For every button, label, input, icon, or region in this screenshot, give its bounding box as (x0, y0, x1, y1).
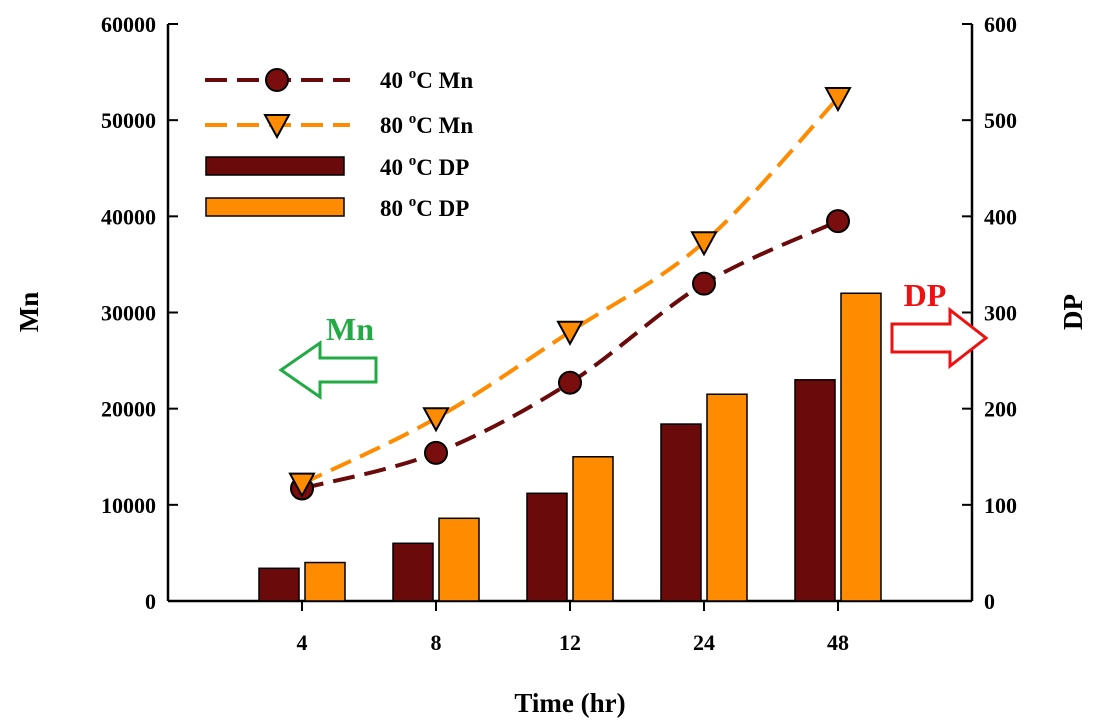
y-axis-right-title: DP (1058, 294, 1088, 330)
y-right-tick-label: 600 (984, 12, 1017, 37)
bar-40c-dp-4 (258, 567, 300, 602)
point-40c-mn-8 (424, 440, 448, 465)
point-40c-mn-24 (692, 271, 716, 296)
y-left-tick-label: 20000 (101, 397, 156, 422)
y-right-tick-label: 300 (984, 301, 1017, 326)
bar-80c-dp-48 (840, 292, 882, 602)
mn-annotation: Mn (278, 311, 378, 400)
svg-text:40 oC DP: 40 oC DP (380, 153, 469, 180)
y-right-tick-label: 400 (984, 204, 1017, 229)
svg-text:80 oC DP: 80 oC DP (380, 194, 469, 221)
bar-80c-dp-8 (438, 517, 480, 602)
triangle-down-marker-icon (263, 114, 291, 140)
legend-swatch-40-dp (205, 156, 345, 176)
dp-arrow-label: DP (904, 277, 947, 313)
bar-40c-dp-48 (794, 379, 836, 602)
y-axis-left-title: Mn (14, 292, 44, 333)
point-80c-mn-12 (556, 320, 584, 346)
bar-80c-dp-4 (304, 561, 346, 602)
x-tick-label: 8 (431, 630, 442, 655)
legend-item-40-mn: 40 oC Mn (205, 66, 473, 93)
y-left-tick-label: 40000 (101, 204, 156, 229)
legend-item-80-dp: 80 oC DP (205, 194, 469, 221)
line-40c-mn (301, 219, 839, 491)
y-right-tick-label: 200 (984, 397, 1017, 422)
bars-layer (258, 292, 882, 602)
y-left-tick-label: 30000 (101, 301, 156, 326)
x-tick-label: 4 (297, 630, 308, 655)
point-80c-mn-8 (422, 407, 450, 433)
circle-marker-icon (265, 68, 289, 92)
bar-80c-dp-24 (706, 393, 748, 602)
svg-text:40 oC Mn: 40 oC Mn (380, 66, 473, 93)
bar-80c-dp-12 (572, 456, 614, 602)
x-tick-label: 48 (827, 630, 849, 655)
y-left-tick-label: 0 (145, 589, 156, 614)
y-right-tick-label: 500 (984, 108, 1017, 133)
bar-40c-dp-8 (392, 542, 434, 602)
point-80c-mn-4 (288, 472, 316, 498)
lines-layer (288, 87, 852, 501)
x-axis-title: Time (hr) (514, 688, 625, 718)
y-left-tick-label: 50000 (101, 108, 156, 133)
dp-annotation: DP (890, 277, 989, 370)
point-80c-mn-48 (824, 87, 852, 113)
legend: 40 oC Mn 80 oC Mn 40 oC DP 80 oC DP (205, 66, 473, 221)
svg-text:80 oC Mn: 80 oC Mn (380, 111, 473, 138)
point-40c-mn-12 (558, 370, 582, 395)
point-40c-mn-48 (826, 209, 850, 234)
y-left-tick-label: 60000 (101, 12, 156, 37)
ticks-layer: 0 10000 20000 30000 40000 50000 60000 0 100 200 30… (101, 12, 1017, 655)
legend-swatch-80-dp (205, 197, 345, 217)
right-arrow-icon (890, 306, 989, 370)
point-80c-mn-24 (690, 231, 718, 257)
x-tick-label: 12 (559, 630, 581, 655)
legend-item-80-mn: 80 oC Mn (205, 111, 473, 140)
y-right-tick-label: 0 (984, 589, 995, 614)
mn-arrow-label: Mn (326, 311, 374, 347)
left-arrow-icon (278, 340, 378, 400)
x-tick-label: 24 (693, 630, 715, 655)
bar-40c-dp-12 (526, 492, 568, 602)
y-right-tick-label: 100 (984, 493, 1017, 518)
bar-40c-dp-24 (660, 423, 702, 602)
legend-item-40-dp: 40 oC DP (205, 153, 469, 180)
y-left-tick-label: 10000 (101, 493, 156, 518)
